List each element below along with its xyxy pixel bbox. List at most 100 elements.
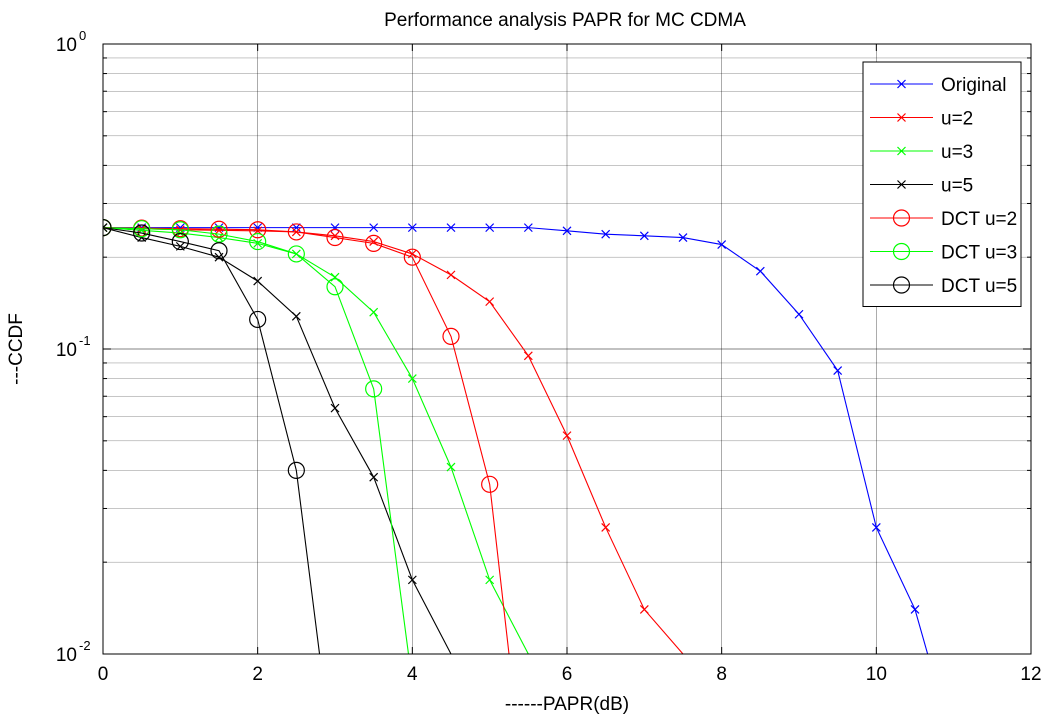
data-point-original-stroke bbox=[910, 605, 920, 614]
legend-entry-u-3: u=3 bbox=[870, 142, 973, 163]
data-point-original bbox=[523, 223, 533, 233]
data-point-u-5 bbox=[103, 223, 108, 233]
data-point-original bbox=[562, 226, 572, 236]
data-point-original-stroke bbox=[678, 233, 688, 242]
data-point-original-stroke bbox=[794, 309, 804, 319]
x-tick-label: 10 bbox=[866, 664, 887, 685]
x-tick-label: 2 bbox=[252, 664, 263, 685]
legend-entry-u-5: u=5 bbox=[870, 176, 973, 197]
data-point-original-stroke bbox=[407, 223, 417, 233]
data-point-dct-u-5 bbox=[249, 310, 267, 329]
data-point-original bbox=[407, 223, 417, 233]
legend-marker-u-5 bbox=[897, 180, 906, 189]
x-tick-label: 4 bbox=[407, 664, 418, 685]
data-point-dct-u-5 bbox=[287, 461, 305, 479]
series-line-dct-u-3 bbox=[103, 227, 410, 654]
legend: Original u=2 u=3 u=5 DCT u=2 DCT u=3 DCT u=5 bbox=[862, 61, 1022, 307]
legend-entry-original: Original bbox=[870, 75, 1006, 96]
data-point-original bbox=[871, 523, 881, 532]
data-point-dct-u-3 bbox=[133, 220, 151, 238]
data-point-u-5-stroke bbox=[369, 472, 379, 482]
data-point-u-2-stroke bbox=[330, 231, 340, 241]
data-point-original bbox=[755, 266, 765, 276]
data-point-u-2-stroke bbox=[214, 225, 224, 235]
legend-label-u-3: u=3 bbox=[941, 142, 973, 163]
legend-entry-dct-u-5: DCT u=5 bbox=[870, 276, 1017, 297]
data-point-original-stroke bbox=[833, 366, 843, 375]
data-point-original-stroke bbox=[717, 240, 727, 249]
legend-marker-original bbox=[897, 79, 906, 89]
y-tick-exponent: 0 bbox=[79, 28, 86, 43]
data-point-u-2-stroke bbox=[562, 431, 572, 441]
data-point-original bbox=[601, 229, 611, 239]
data-point-dct-u-3 bbox=[171, 221, 189, 239]
data-point-dct-u-3 bbox=[287, 245, 305, 263]
y-tick-exponent: -1 bbox=[79, 333, 91, 348]
data-point-u-3 bbox=[407, 374, 417, 383]
data-point-u-5-stroke bbox=[330, 403, 340, 413]
series-dct-u-5 bbox=[103, 219, 321, 654]
legend-entry-u-2: u=2 bbox=[870, 109, 973, 130]
data-point-u-2 bbox=[523, 351, 533, 361]
data-point-u-3 bbox=[446, 462, 456, 472]
chart-title: Performance analysis PAPR for MC CDMA bbox=[384, 10, 746, 31]
x-tick-label: 6 bbox=[562, 664, 573, 685]
data-point-original bbox=[639, 231, 649, 241]
data-point-u-3-stroke bbox=[330, 272, 340, 282]
data-point-u-2-stroke bbox=[369, 237, 379, 247]
data-point-dct-u-5 bbox=[210, 242, 228, 260]
data-point-dct-u-3 bbox=[365, 380, 383, 398]
data-point-dct-u-3 bbox=[326, 278, 344, 296]
data-point-u-2 bbox=[562, 431, 572, 441]
data-point-dct-u-3 bbox=[249, 232, 267, 251]
y-tick-exponent: -2 bbox=[79, 638, 91, 653]
y-tick-label: 10 bbox=[56, 645, 77, 666]
legend-marker-u-2 bbox=[897, 113, 906, 122]
data-point-u-3-stroke bbox=[446, 462, 456, 472]
data-point-u-3-stroke bbox=[253, 238, 263, 248]
x-tick-label: 8 bbox=[716, 664, 727, 685]
y-tick-label: 10 bbox=[56, 35, 77, 56]
data-point-u-5-stroke bbox=[291, 311, 301, 321]
data-point-original-stroke bbox=[639, 231, 649, 241]
legend-marker-u-3 bbox=[897, 146, 906, 156]
data-point-u-3 bbox=[485, 575, 495, 585]
legend-label-dct-u-3: DCT u=3 bbox=[941, 243, 1017, 264]
data-point-dct-u-2 bbox=[287, 223, 305, 241]
data-point-dct-u-2 bbox=[442, 327, 460, 345]
series-line-u-5 bbox=[103, 227, 452, 654]
data-point-u-3-stroke bbox=[407, 374, 417, 383]
series-u-5 bbox=[103, 223, 452, 654]
data-point-original-stroke bbox=[485, 223, 495, 233]
legend-marker-original-stroke bbox=[897, 79, 906, 89]
data-point-original bbox=[369, 223, 379, 233]
data-point-dct-u-2 bbox=[249, 221, 267, 239]
data-point-original bbox=[446, 223, 456, 233]
legend-label-u-2: u=2 bbox=[941, 109, 973, 130]
data-point-dct-u-5 bbox=[171, 232, 189, 251]
data-point-original-stroke bbox=[755, 266, 765, 276]
legend-marker-dct-u-2 bbox=[892, 209, 911, 227]
data-point-original-stroke bbox=[446, 223, 456, 233]
x-tick-label: 12 bbox=[1020, 664, 1041, 685]
data-point-original bbox=[485, 223, 495, 233]
data-point-original-stroke bbox=[871, 523, 881, 532]
data-point-original bbox=[794, 309, 804, 319]
data-point-dct-u-2 bbox=[365, 234, 383, 252]
data-point-u-2-stroke bbox=[446, 270, 456, 280]
data-point-dct-u-2 bbox=[326, 228, 344, 247]
data-point-original bbox=[678, 233, 688, 242]
data-point-u-5-stroke bbox=[253, 276, 263, 286]
data-point-u-3-stroke bbox=[369, 307, 379, 317]
data-point-dct-u-2 bbox=[210, 220, 228, 238]
data-point-original bbox=[910, 605, 920, 614]
series-line-u-2 bbox=[103, 227, 684, 654]
data-point-u-5 bbox=[407, 575, 417, 585]
data-point-u-3-stroke bbox=[485, 575, 495, 585]
data-point-u-3 bbox=[330, 272, 340, 282]
y-axis-label: ---CCDF bbox=[6, 313, 27, 385]
data-point-u-5 bbox=[369, 472, 379, 482]
legend-marker-u-2-stroke bbox=[897, 113, 906, 122]
legend-label-dct-u-5: DCT u=5 bbox=[941, 276, 1017, 297]
